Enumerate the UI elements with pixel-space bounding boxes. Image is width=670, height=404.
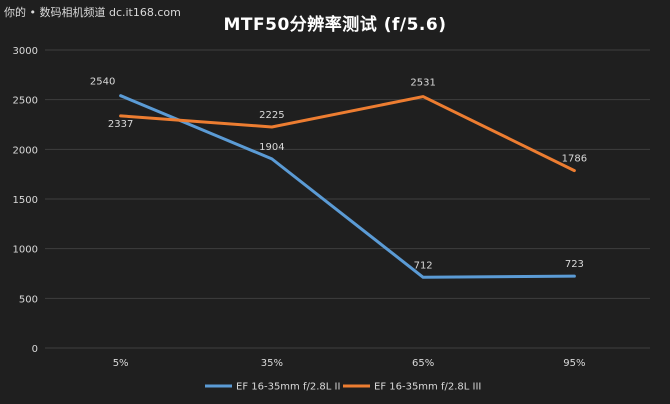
legend-label: EF 16-35mm f/2.8L III — [374, 382, 481, 393]
series-line — [119, 94, 576, 279]
data-label: 723 — [565, 259, 584, 270]
legend-label: EF 16-35mm f/2.8L II — [236, 382, 340, 393]
x-tick-label: 95% — [563, 358, 585, 369]
y-tick-label: 1500 — [13, 195, 38, 206]
x-tick-label: 65% — [412, 358, 434, 369]
y-tick-label: 3000 — [13, 46, 38, 57]
y-tick-label: 0 — [32, 344, 38, 355]
data-label: 2225 — [259, 110, 284, 121]
y-tick-label: 1000 — [13, 245, 38, 256]
chart-title: MTF50分辨率测试 (f/5.6) — [223, 15, 447, 35]
y-tick-label: 500 — [19, 294, 38, 305]
data-label: 2531 — [410, 78, 435, 89]
y-tick-label: 2000 — [13, 145, 38, 156]
y-tick-label: 2500 — [13, 96, 38, 107]
data-label: 712 — [414, 260, 433, 271]
data-label: 2337 — [108, 119, 133, 130]
data-label: 1904 — [259, 142, 284, 153]
data-label: 2540 — [90, 77, 115, 88]
watermark: 你的 • 数码相机频道 dc.it168.com — [4, 6, 181, 19]
x-tick-label: 5% — [113, 358, 129, 369]
series-line — [119, 95, 576, 173]
x-tick-label: 35% — [261, 358, 283, 369]
data-label: 1786 — [562, 154, 587, 165]
